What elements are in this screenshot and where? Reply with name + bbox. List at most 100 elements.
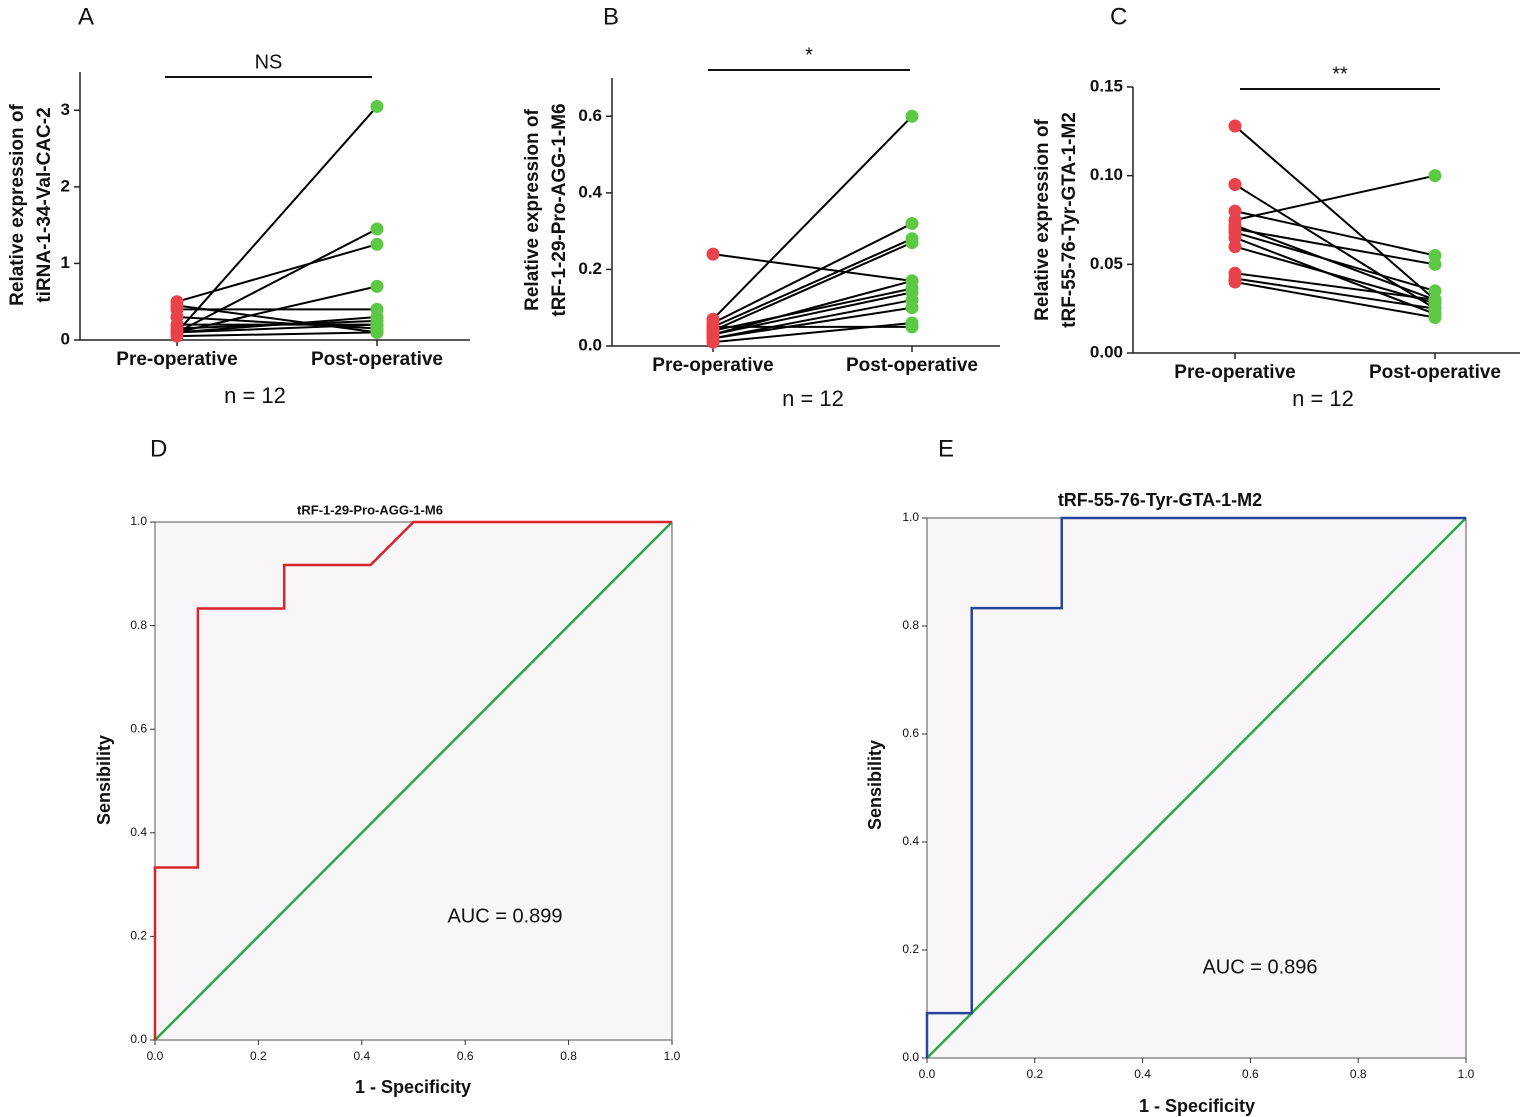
y-axis-label: tiRNA-1-34-Val-CAC-2 [34,107,55,302]
x-axis-label: 1 - Specificity [355,1077,471,1097]
y-tick-label: 0.0 [130,1032,147,1046]
dot [706,335,720,349]
roc-curve [925,516,1466,1058]
pair-line [176,243,378,303]
pair-line [1234,231,1436,292]
x-tick-label: Post-operative [846,355,978,376]
y-tick-label: 0 [61,329,70,348]
pair-line [1234,227,1436,266]
dot [905,216,919,230]
pair-line [712,253,913,282]
panel-label: D [150,435,167,462]
x-tick-label: 0.4 [1134,1067,1151,1081]
y-axis-label: tRF-55-76-Tyr-GTA-1-M2 [1059,112,1080,328]
y-tick-label: 0.6 [902,726,919,740]
pair-line [1234,245,1436,305]
auc-label: AUC = 0.896 [1202,956,1317,978]
x-tick-label: 1.0 [1458,1067,1475,1081]
dot [1228,178,1242,192]
y-tick-label: 0.10 [1090,165,1123,184]
y-tick-label: 0.00 [1090,342,1123,361]
y-tick-label: 2 [61,176,70,195]
pair-line [1234,281,1436,319]
y-tick-label: 0.2 [130,929,147,943]
pair-line [712,237,913,328]
x-tick-label: Pre-operative [116,349,237,370]
reference-line [154,521,673,1041]
pair-line [1234,277,1436,310]
x-tick-label: 0.6 [457,1049,474,1063]
dot [905,109,919,123]
dot [706,247,720,261]
dot [170,325,184,339]
panel-label: B [603,3,619,30]
dot [1228,119,1242,133]
y-tick-label: 0.6 [130,721,147,735]
y-tick-label: 1 [61,253,70,272]
x-tick-label: 0.6 [1242,1067,1259,1081]
x-tick-label: 0.8 [1350,1067,1367,1081]
sample-size: n = 12 [224,383,286,408]
roc-curve [153,520,672,1040]
dot [170,310,184,324]
panel-label: E [938,435,954,462]
x-tick-label: Pre-operative [652,355,773,376]
pair-line [712,241,913,332]
dot [1428,169,1442,183]
dot [370,279,384,293]
y-tick-label: 0.0 [902,1050,919,1064]
pair-line [1234,174,1436,221]
x-tick-label: 0.0 [919,1067,936,1081]
y-axis-label: Relative expression of [7,103,28,305]
y-tick-label: 0.2 [902,942,919,956]
significance-label: * [805,44,813,66]
pair-line [712,222,913,324]
significance-label: ** [1332,63,1348,85]
panel-label: A [78,3,94,30]
x-tick-label: Pre-operative [1174,362,1295,383]
x-tick-label: Post-operative [311,349,443,370]
dot [170,299,184,313]
dot [370,237,384,251]
pair-line [176,323,378,334]
dot [905,282,919,296]
dot [1428,311,1442,325]
pair-line [176,228,378,334]
y-tick-label: 0.15 [1090,76,1123,95]
pair-line [712,306,913,340]
sample-size: n = 12 [1292,386,1354,411]
y-tick-label: 0.05 [1090,254,1123,273]
x-tick-label: 0.4 [353,1049,370,1063]
y-tick-label: 1.0 [902,510,919,524]
y-tick-label: 0.2 [578,259,602,278]
y-tick-label: 1.0 [130,514,147,528]
dot [1228,240,1242,254]
y-tick-label: 3 [61,100,70,119]
pair-line [712,299,913,340]
y-tick-label: 0.4 [902,834,919,848]
pair-line [712,287,913,332]
chart-title: tRF-55-76-Tyr-GTA-1-M2 [1058,490,1262,510]
x-tick-label: 0.8 [560,1049,577,1063]
y-axis-label: Sensibility [94,735,114,825]
pair-line [1234,210,1436,257]
y-axis-label: Relative expression of [1032,118,1053,320]
y-tick-label: 0.0 [578,335,602,354]
pair-line [1234,125,1436,301]
y-tick-label: 0.4 [130,825,147,839]
x-tick-label: 0.2 [1026,1067,1043,1081]
dot [905,320,919,334]
reference-line [926,517,1467,1059]
pair-line [176,331,378,338]
y-axis-label: Sensibility [865,740,885,830]
dot [1428,257,1442,271]
x-tick-label: 0.0 [147,1049,164,1063]
auc-label: AUC = 0.899 [447,905,562,927]
x-tick-label: Post-operative [1369,362,1501,383]
y-tick-label: 0.6 [578,106,602,125]
y-axis-label: Relative expression of [522,108,543,310]
panel-label: C [1110,3,1127,30]
x-axis-label: 1 - Specificity [1139,1096,1255,1116]
sample-size: n = 12 [782,386,844,411]
